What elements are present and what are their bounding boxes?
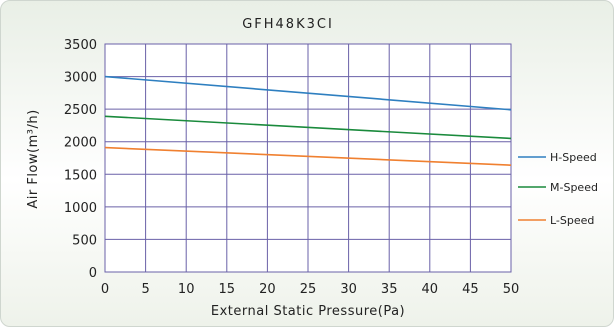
x-tick-label: 45	[462, 282, 479, 297]
y-tick-labels: 0 500 1000 1500 2000 2500 3000 3500	[64, 38, 97, 281]
x-tick-label: 30	[340, 282, 357, 297]
x-tick-label: 50	[503, 282, 520, 297]
series-line-l-speed	[104, 146, 512, 166]
x-tick-label: 10	[178, 282, 195, 297]
chart-title: GFH48K3CI	[242, 17, 334, 32]
legend: H-Speed M-Speed L-Speed	[518, 151, 598, 227]
y-axis-label: Air Flow(m³/h)	[26, 109, 41, 208]
x-tick-label: 15	[219, 282, 236, 297]
grid	[104, 43, 512, 273]
x-tick-label: 25	[300, 282, 317, 297]
y-tick-label: 3500	[64, 38, 97, 53]
y-tick-label: 2500	[64, 103, 97, 118]
x-tick-labels: 0 5 10 15 20 25 30 35 40 45 50	[101, 282, 519, 297]
series-line-m-speed	[104, 115, 512, 140]
series-line-h-speed	[104, 75, 512, 111]
x-axis-label: External Static Pressure(Pa)	[211, 304, 405, 319]
y-tick-label: 3000	[64, 71, 97, 86]
legend-label: L-Speed	[550, 214, 594, 227]
legend-label: M-Speed	[550, 181, 598, 194]
x-tick-label: 20	[259, 282, 276, 297]
x-tick-label: 0	[101, 282, 109, 297]
x-tick-label: 5	[141, 282, 149, 297]
y-tick-label: 1500	[64, 168, 97, 183]
y-tick-label: 1000	[64, 201, 97, 216]
y-tick-label: 500	[72, 233, 97, 248]
series-lines	[104, 75, 512, 166]
y-tick-label: 2000	[64, 136, 97, 151]
x-tick-label: 40	[422, 282, 439, 297]
legend-label: H-Speed	[550, 151, 597, 164]
x-tick-label: 35	[381, 282, 398, 297]
y-tick-label: 0	[89, 266, 97, 281]
